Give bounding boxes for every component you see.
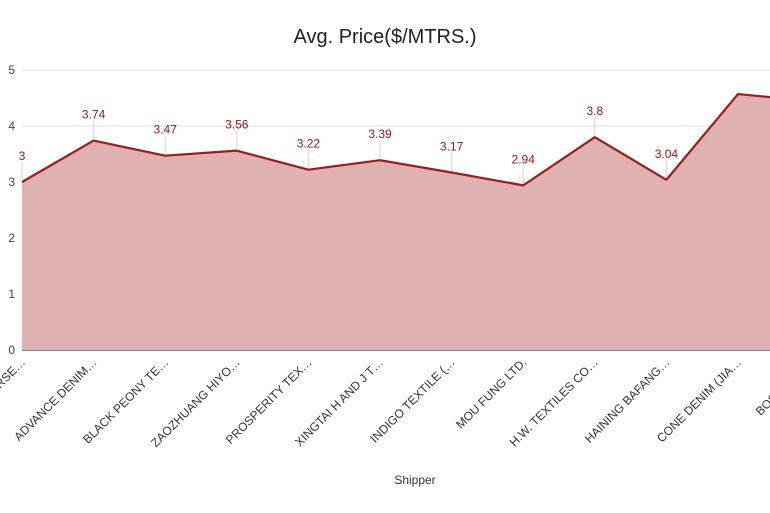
y-tick-label: 2 — [8, 231, 15, 245]
area-fill — [22, 94, 770, 350]
data-label: 3.39 — [368, 127, 392, 141]
x-axis-ticks: ...RSE…ADVANCE DENIM…BLACK PEONY TE…ZAOZ… — [0, 355, 770, 450]
data-label: 3 — [19, 149, 26, 163]
x-tick-label: ...RSE… — [0, 355, 28, 398]
x-tick-label: BOSSA TIC… — [753, 355, 770, 418]
y-tick-label: 4 — [8, 119, 15, 133]
data-label: 3.04 — [655, 147, 679, 161]
y-tick-label: 1 — [8, 287, 15, 301]
data-label: 3.47 — [154, 123, 178, 137]
data-label: 3.22 — [297, 137, 321, 151]
data-label: 3.8 — [586, 104, 603, 118]
y-tick-label: 0 — [8, 343, 15, 357]
series-line — [21, 92, 770, 187]
y-axis-ticks: 0 1 2 3 4 5 — [8, 63, 15, 357]
data-labels: 3 3.74 3.47 3.56 3.22 3.39 3.17 2.94 3.8 3.04 — [19, 104, 679, 184]
series-area — [21, 92, 770, 350]
y-tick-label: 5 — [8, 63, 15, 77]
y-tick-label: 3 — [8, 175, 15, 189]
x-axis-title: Shipper — [394, 473, 435, 487]
data-label: 3.56 — [225, 118, 249, 132]
data-label: 2.94 — [512, 152, 536, 166]
x-tick-label: MOU FUNG LTD. — [453, 355, 529, 431]
data-label: 3.17 — [440, 139, 464, 153]
chart-title: Avg. Price($/MTRS.) — [294, 26, 477, 48]
data-label: 3.74 — [82, 108, 106, 122]
